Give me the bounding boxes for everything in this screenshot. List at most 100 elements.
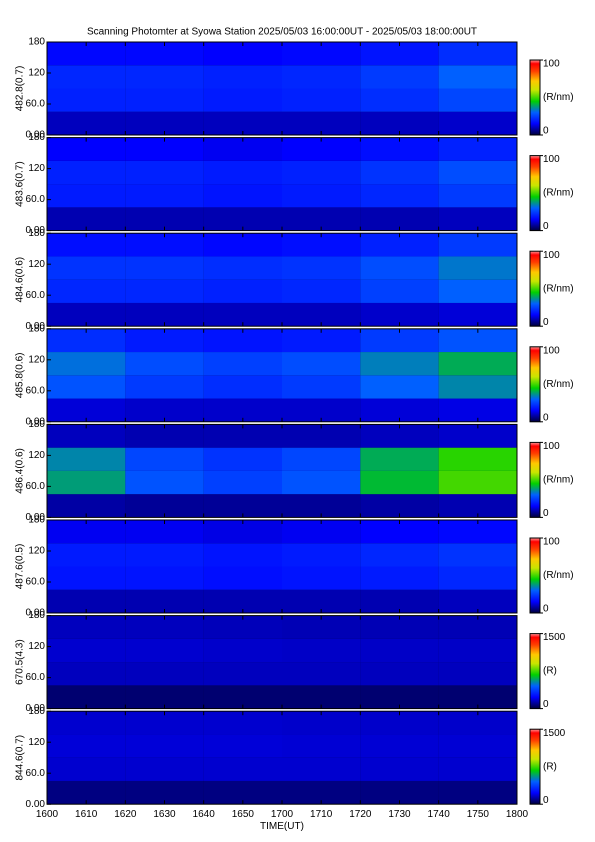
heat-cell [282,279,361,303]
heat-cell [47,207,126,231]
heat-cell [360,470,439,495]
heat-cell [47,711,126,735]
y-tick-label: 60.0 [26,768,46,779]
y-axis-label: 486.4(0.6) [15,448,26,494]
x-tick-label: 1630 [153,809,176,820]
panel: 0.00 60.0 120 180 485.8(0.6) 0 100 (R/nm) [15,323,574,427]
heat-cell [438,256,517,280]
y-tick-label: 120 [28,737,45,748]
heat-cell [282,543,361,567]
x-tick-label: 1640 [193,809,216,820]
heat-cell [125,137,204,161]
heat-cell [203,494,282,518]
heat-cell [125,256,204,280]
heat-cell [360,398,439,422]
y-tick-label: 180 [28,419,45,430]
heat-cell [125,589,204,613]
heat-cell [203,328,282,353]
y-tick-label: 0.00 [26,608,46,619]
y-tick-label: 120 [28,68,45,79]
heat-cell [125,42,204,66]
y-tick-label: 120 [28,163,45,174]
heat-cell [360,137,439,161]
panel: 0.00 60.0 120 180 670.5(4.3) 0 1500 (R) [15,610,566,714]
heat-cell [360,352,439,376]
x-tick-label: 1610 [75,809,98,820]
heat-cell [203,233,282,257]
heat-cell [47,589,126,613]
heat-cell [438,543,517,567]
heat-cell [125,566,204,590]
colorbar-tick-label: 100 [543,59,560,70]
heat-cell [438,780,517,805]
heat-cell [282,734,361,758]
heat-cell [282,352,361,376]
heat-cell [203,662,282,686]
colorbar-tick-label: 100 [543,250,560,261]
colorbar-label: (R/nm) [543,188,574,199]
heat-cell [125,65,204,89]
heat-cell [438,424,517,448]
heat-cell [125,302,204,327]
colorbar-label: (R/nm) [543,379,574,390]
heat-cell [438,160,517,185]
colorbar [529,537,541,614]
y-tick-label: 60.0 [26,194,46,205]
heat-cell [360,615,439,639]
heat-cell [203,184,282,208]
heat-cell [47,685,126,709]
y-tick-label: 120 [28,354,45,365]
heat-cell [438,615,517,639]
y-tick-label: 60.0 [26,481,46,492]
y-axis-label: 483.6(0.7) [15,161,26,207]
heat-cell [203,780,282,805]
y-tick-label: 0.00 [26,799,46,810]
heat-cell [438,88,517,112]
heat-cell [125,88,204,112]
heat-cell [203,711,282,735]
heat-cell [47,256,126,280]
heat-cell [282,137,361,161]
colorbar [529,155,541,232]
heat-cell [360,375,439,399]
heat-cell [203,398,282,422]
heat-cell [360,589,439,613]
y-tick-label: 60.0 [26,290,46,301]
y-tick-label: 60.0 [26,672,46,683]
heat-cell [360,711,439,735]
colorbar-tick-label: 0 [543,412,549,423]
y-axis-label: 485.8(0.6) [15,353,26,399]
heat-cell [203,137,282,161]
y-tick-label: 180 [28,132,45,143]
x-tick-label: 1800 [506,809,529,820]
heat-cell [282,566,361,590]
heat-cell [438,757,517,781]
heat-cell [282,111,361,135]
heat-cell [47,447,126,471]
heat-cell [282,711,361,735]
y-tick-label: 180 [28,515,45,526]
heat-cell [282,88,361,112]
heat-cell [360,233,439,257]
heat-cell [203,543,282,567]
heat-cell [203,520,282,544]
heat-cell [360,566,439,590]
colorbar-tick-label: 0 [543,699,549,710]
heat-cell [360,65,439,89]
heat-cell [282,494,361,518]
heat-cell [360,160,439,185]
y-tick-label: 60.0 [26,99,46,110]
colorbar [529,250,541,327]
colorbar [529,441,541,518]
heat-cell [203,566,282,590]
heat-cell [125,711,204,735]
heat-cell [203,302,282,327]
heat-cell [47,375,126,399]
y-tick-label: 120 [28,546,45,557]
panel: 0.00 60.0 120 180 486.4(0.6) 0 100 (R/nm) [15,419,574,523]
heat-cell [282,233,361,257]
colorbar-tick-label: 100 [543,345,560,356]
heat-cell [360,424,439,448]
heat-cell [438,352,517,376]
x-tick-label: 1740 [428,809,451,820]
